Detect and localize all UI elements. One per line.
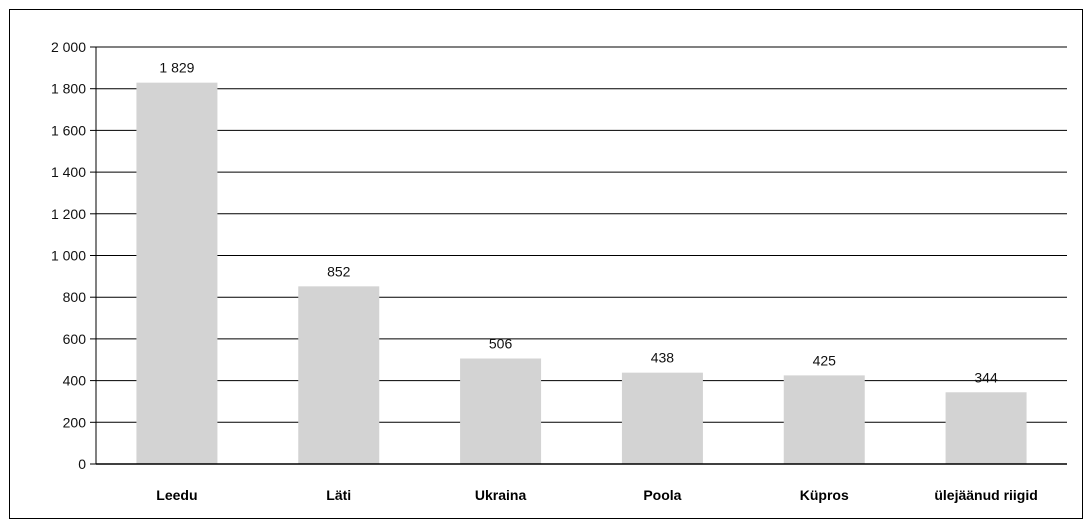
axes bbox=[90, 46, 1067, 465]
y-tick-label: 1 600 bbox=[51, 122, 86, 138]
gridlines bbox=[96, 46, 1067, 423]
y-tick-label: 600 bbox=[63, 331, 87, 347]
x-tick-label: Küpros bbox=[800, 487, 849, 503]
y-tick-label: 1 000 bbox=[51, 248, 86, 264]
y-tick-label: 800 bbox=[63, 289, 87, 305]
data-label: 852 bbox=[327, 263, 351, 279]
x-tick-label: Poola bbox=[643, 487, 681, 503]
bar bbox=[621, 372, 703, 464]
bar bbox=[136, 82, 218, 464]
bar bbox=[460, 358, 542, 464]
data-label: 1 829 bbox=[159, 60, 194, 76]
chart-frame: 0 200 400 600 800 1 000 1 200 1 400 1 600 1 800 2 … bbox=[9, 9, 1083, 519]
data-label: 438 bbox=[651, 350, 675, 366]
x-tick-label: Ukraina bbox=[475, 487, 527, 503]
y-tick-label: 200 bbox=[63, 414, 87, 430]
y-tick-label: 1 200 bbox=[51, 206, 86, 222]
y-tick-label: 1 400 bbox=[51, 164, 86, 180]
x-tick-label: Leedu bbox=[156, 487, 197, 503]
bar bbox=[783, 375, 865, 464]
y-tick-label: 400 bbox=[63, 373, 87, 389]
y-tick-label: 2 000 bbox=[51, 39, 86, 55]
bar bbox=[945, 392, 1027, 464]
data-label: 344 bbox=[974, 369, 998, 385]
x-tick-label: Läti bbox=[326, 487, 351, 503]
data-label: 506 bbox=[489, 335, 513, 351]
labels: 0 200 400 600 800 1 000 1 200 1 400 1 600 1 800 2 … bbox=[51, 39, 1038, 503]
bars bbox=[136, 82, 1027, 464]
x-tick-label: ülejäänud riigid bbox=[934, 487, 1037, 503]
data-label: 425 bbox=[813, 352, 837, 368]
y-tick-label: 1 800 bbox=[51, 81, 86, 97]
bar-chart: 0 200 400 600 800 1 000 1 200 1 400 1 600 1 800 2 … bbox=[51, 39, 1067, 503]
y-tick-label: 0 bbox=[78, 456, 86, 472]
bar bbox=[298, 286, 380, 464]
